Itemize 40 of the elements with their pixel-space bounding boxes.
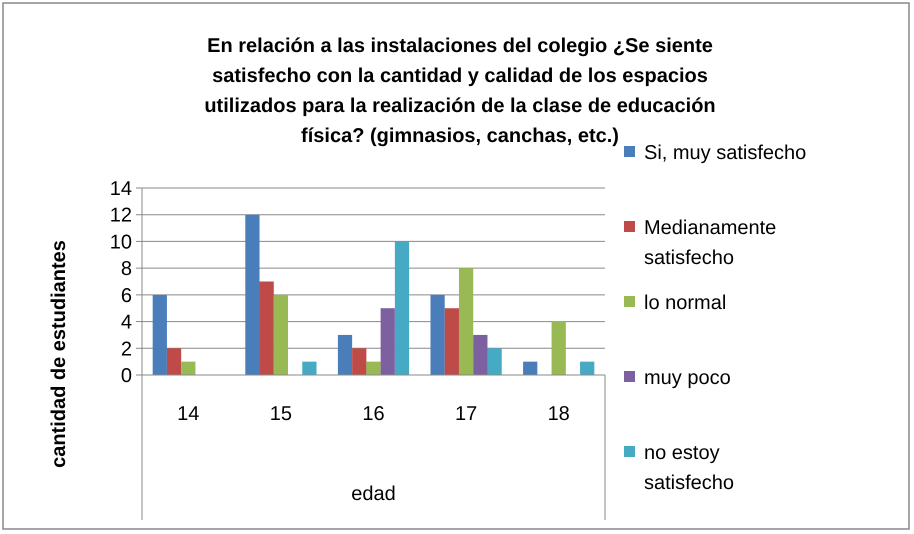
- bar: [260, 282, 274, 375]
- x-tick-label: 15: [270, 403, 292, 425]
- bar: [523, 362, 538, 375]
- bar: [473, 334, 488, 375]
- bar: [458, 268, 474, 375]
- legend-label: no estoy satisfecho: [644, 442, 734, 494]
- bar: [580, 362, 594, 375]
- y-tick-label: 14: [110, 178, 132, 200]
- bar: [152, 294, 167, 375]
- legend-label: muy poco: [644, 367, 731, 389]
- y-axis-title: cantidad de estudiantes: [48, 240, 70, 468]
- bar: [487, 348, 502, 375]
- y-tick-label: 2: [120, 338, 132, 360]
- y-tick-label: 0: [120, 365, 132, 387]
- bar: [366, 362, 381, 375]
- bar: [338, 334, 352, 375]
- x-tick-label: 18: [548, 403, 570, 425]
- bar: [245, 214, 260, 375]
- bar: [394, 241, 410, 375]
- bar: [430, 294, 445, 375]
- y-tick-label: 6: [120, 284, 132, 307]
- x-tick-label: 14: [177, 403, 200, 425]
- x-axis-title: edad: [351, 483, 396, 505]
- bar: [274, 294, 288, 375]
- legend-label: Medianamente satisfecho: [644, 217, 776, 269]
- y-tick-label: 12: [110, 204, 132, 227]
- bar: [302, 362, 317, 375]
- y-tick-label: 10: [110, 231, 132, 254]
- bar: [181, 362, 196, 375]
- bar: [380, 308, 395, 375]
- x-tick-label: 16: [362, 403, 385, 425]
- bar: [352, 348, 366, 375]
- bar: [444, 308, 459, 375]
- y-tick-label: 4: [120, 312, 132, 334]
- legend-label: lo normal: [644, 292, 726, 314]
- bar: [166, 348, 182, 375]
- bar: [552, 322, 566, 375]
- x-tick-label: 17: [454, 403, 478, 425]
- legend-label: Si, muy satisfecho: [644, 142, 806, 164]
- y-tick-label: 8: [120, 258, 132, 280]
